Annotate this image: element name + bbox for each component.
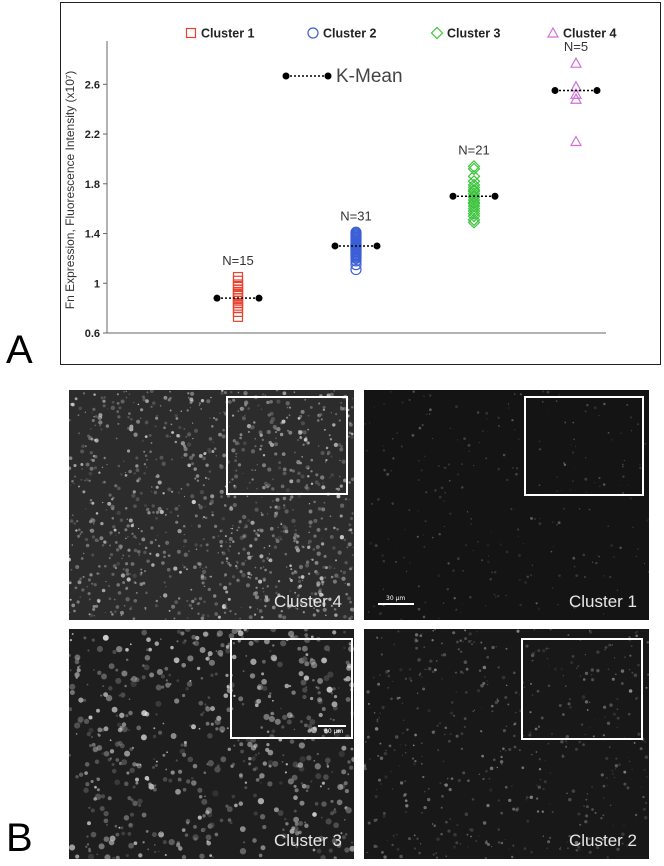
legend-mean-right-dot: [324, 72, 332, 80]
legend-marker-cluster-3: [430, 26, 444, 40]
scatter-chart: 0.6 1 1.4 1.8 2.2 2.6 Fn Expression, Fluoresce…: [63, 26, 617, 341]
data-point-cluster-3: [467, 197, 481, 211]
legend-label-cluster-4: Cluster 4: [563, 27, 617, 41]
y-tick-label: 1.4: [85, 229, 101, 241]
data-point-cluster-3: [467, 213, 481, 227]
data-point-cluster-3: [467, 189, 481, 203]
mean-marker-cluster-4-right-dot: [593, 87, 601, 95]
micrograph-caption: Cluster 2: [568, 831, 637, 850]
mean-marker-cluster-4-left-dot: [551, 87, 559, 95]
n-label-cluster-2: N=31: [340, 208, 371, 223]
mean-marker-cluster-2-left-dot: [331, 242, 339, 250]
scale-bar-label: 30 µm: [324, 728, 344, 735]
y-tick-label: 2.6: [85, 79, 100, 91]
y-tick-label: 1: [94, 278, 100, 290]
data-point-cluster-4: [569, 88, 583, 99]
y-tick-label: 0.6: [85, 328, 100, 340]
inset-zoom-frame: [524, 396, 644, 496]
inset-zoom-frame: [226, 396, 348, 495]
micrograph-cluster-2: Cluster 2: [364, 629, 649, 859]
legend-mean-left-dot: [282, 72, 290, 80]
legend-label-cluster-1: Cluster 1: [201, 27, 255, 41]
legend-marker-cluster-4: [546, 26, 560, 38]
scale-bar-label: 30 µm: [386, 595, 406, 602]
data-point-cluster-2: [350, 259, 362, 271]
scale-bar: [378, 603, 414, 605]
micrograph-texture: [69, 629, 354, 859]
micrograph-caption: Cluster 3: [273, 831, 342, 850]
legend-marker-cluster-2: [307, 27, 319, 39]
micrograph-texture: [69, 390, 354, 620]
mean-marker-cluster-3-left-dot: [449, 192, 457, 200]
data-point-cluster-2: [350, 263, 362, 276]
data-point-cluster-1: [232, 311, 244, 322]
data-point-cluster-4: [569, 135, 583, 147]
micrograph-caption: Cluster 4: [273, 592, 342, 611]
data-point-cluster-1: [232, 275, 244, 286]
legend-label-cluster-3: Cluster 3: [447, 27, 501, 41]
mean-marker-cluster-1-right-dot: [255, 294, 263, 302]
n-label-cluster-1: N=15: [222, 253, 253, 268]
y-tick-label: 2.2: [85, 129, 100, 141]
scale-bar: [318, 725, 346, 727]
data-point-cluster-3: [467, 207, 481, 220]
micrograph-cluster-4: Cluster 4: [69, 390, 354, 620]
legend-label-cluster-2: Cluster 2: [323, 27, 377, 41]
micrograph-texture: [364, 629, 649, 859]
panel-label-b: B: [6, 816, 33, 860]
data-point-cluster-3: [467, 199, 481, 213]
data-point-cluster-3: [467, 160, 481, 173]
legend-mean-label: K-Mean: [336, 66, 403, 87]
n-label-cluster-3: N=21: [458, 142, 489, 157]
micrograph-texture: [364, 390, 649, 620]
n-label-cluster-4: N=5: [564, 39, 588, 54]
data-point-cluster-3: [467, 209, 481, 223]
data-point-cluster-4: [569, 92, 583, 104]
micrograph-cluster-3: 30 µm Cluster 3: [69, 629, 354, 859]
panel-label-a: A: [6, 328, 33, 372]
y-axis-label: Fn Expression, Fluorescence Intensity (x…: [63, 71, 77, 309]
micrograph-cluster-1: 30 µm Cluster 1: [364, 390, 649, 620]
data-point-cluster-2: [350, 255, 362, 267]
data-point-cluster-3: [467, 215, 481, 229]
mean-marker-cluster-1-left-dot: [213, 294, 221, 302]
data-point-cluster-3: [467, 174, 481, 188]
inset-zoom-frame: [521, 638, 643, 740]
legend-marker-cluster-1: [185, 27, 197, 39]
mean-marker-cluster-3-right-dot: [491, 192, 499, 200]
data-point-cluster-3: [467, 187, 481, 201]
inset-zoom-frame: [230, 638, 353, 739]
mean-marker-cluster-2-right-dot: [373, 242, 381, 250]
data-point-cluster-3: [467, 162, 481, 176]
data-point-cluster-3: [467, 181, 481, 194]
y-tick-label: 1.8: [85, 179, 100, 191]
chart-panel: 0.6 1 1.4 1.8 2.2 2.6 Fn Expression, Fluoresce…: [60, 2, 661, 365]
micrograph-caption: Cluster 1: [568, 592, 637, 611]
data-point-cluster-4: [569, 56, 583, 68]
